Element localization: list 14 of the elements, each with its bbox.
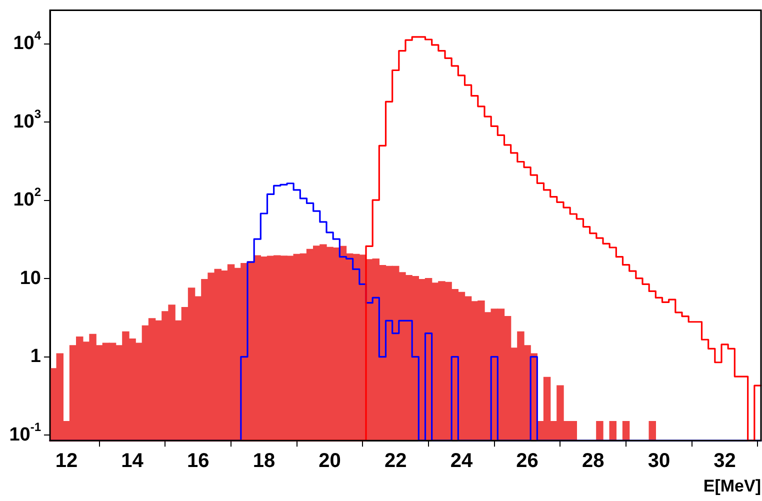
x-tick-label: 18 bbox=[252, 450, 276, 472]
x-tick-label: 16 bbox=[187, 450, 210, 472]
x-tick-label: 30 bbox=[648, 450, 670, 472]
x-tick-label: 32 bbox=[714, 450, 736, 472]
y-tick-label: 1 bbox=[30, 346, 42, 368]
x-tick-label: 22 bbox=[384, 450, 407, 472]
x-tick-label: 26 bbox=[516, 450, 538, 472]
x-tick-label: 24 bbox=[450, 450, 474, 472]
x-tick-label: 12 bbox=[55, 450, 78, 472]
x-tick-label: 28 bbox=[582, 450, 604, 472]
x-tick-label: 14 bbox=[121, 450, 144, 472]
x-tick-label: 20 bbox=[318, 450, 341, 472]
y-tick-label: 10 bbox=[20, 268, 42, 289]
x-axis-title: E[MeV] bbox=[703, 476, 761, 496]
